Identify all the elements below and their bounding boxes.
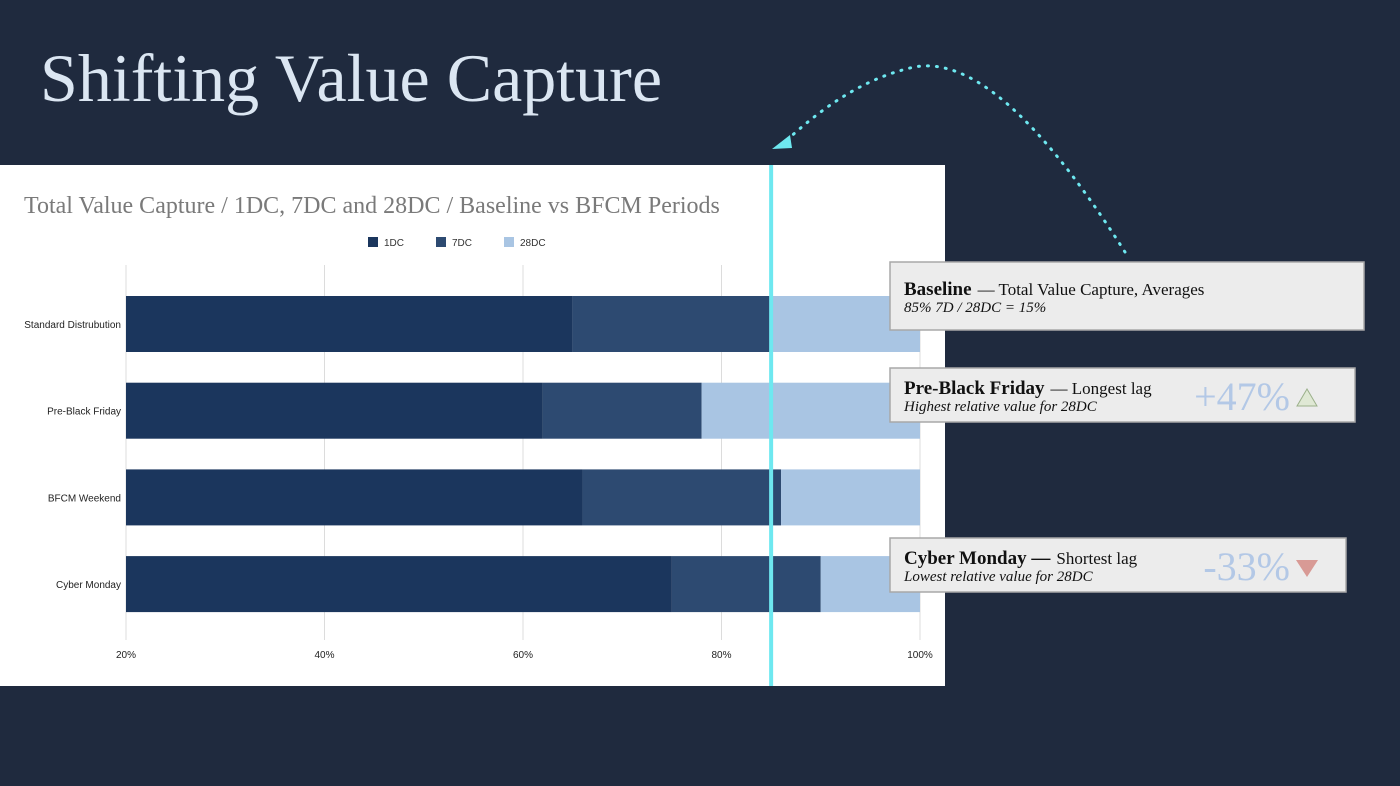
callout-heading: Baseline — Total Value Capture, Averages — [904, 279, 1204, 300]
legend-label: 7DC — [452, 238, 472, 249]
callout-heading: Cyber Monday — Shortest lag — [904, 548, 1138, 569]
bar-segment — [126, 382, 543, 439]
bar-segment — [582, 469, 782, 526]
callout-box — [889, 261, 1365, 331]
chart-title: Total Value Capture / 1DC, 7DC and 28DC … — [24, 193, 720, 219]
bar-segment — [126, 469, 583, 526]
y-tick-label: Standard Distrubution — [24, 320, 121, 331]
x-tick-label: 20% — [116, 650, 136, 661]
callout-subtitle: 85% 7D / 28DC = 15% — [904, 300, 1046, 316]
callout-subtitle: Highest relative value for 28DC — [903, 399, 1098, 415]
callout-change: -33% — [1203, 544, 1290, 589]
slide-title: Shifting Value Capture — [40, 40, 662, 116]
legend-label: 28DC — [520, 238, 546, 249]
callouts: Baseline — Total Value Capture, Averages8… — [889, 261, 1365, 593]
callout-box — [889, 367, 1356, 423]
legend-swatch — [436, 237, 446, 247]
bar-segment — [126, 296, 573, 352]
callout-text: — Total Value Capture, Averages — [977, 280, 1205, 299]
y-tick-label: Pre-Black Friday — [47, 407, 121, 418]
legend-swatch — [504, 237, 514, 247]
callout-heading: Pre-Black Friday — Longest lag — [904, 378, 1152, 399]
bar-segment — [781, 469, 920, 526]
down-triangle — [1296, 560, 1318, 577]
callout-text: — Longest lag — [1050, 379, 1153, 398]
legend-label: 1DC — [384, 238, 404, 249]
callout-change: +47% — [1194, 374, 1290, 419]
y-tick-label: BFCM Weekend — [48, 493, 121, 504]
legend-swatch — [368, 237, 378, 247]
callout-title: Cyber Monday — — [904, 548, 1051, 569]
callout-title: Pre-Black Friday — [904, 378, 1045, 399]
x-tick-label: 60% — [513, 650, 533, 661]
x-tick-label: 40% — [314, 650, 334, 661]
y-tick-label: Cyber Monday — [56, 580, 121, 591]
arrow-head — [772, 135, 792, 149]
x-tick-label: 80% — [711, 650, 731, 661]
bar-segment — [701, 382, 920, 439]
dotted-arrow — [785, 64, 1127, 254]
x-tick-label: 100% — [907, 650, 933, 661]
callout-box — [889, 537, 1347, 593]
plot: 20% 40% 60% 80% 100% 1DC 7DC 28DC Standard Distr… — [24, 237, 933, 661]
bar-segment — [126, 556, 672, 613]
bar-segment — [671, 556, 821, 613]
up-triangle — [1296, 388, 1318, 407]
callout-text: Shortest lag — [1056, 549, 1137, 568]
bar-segment — [572, 296, 772, 352]
callout-title: Baseline — [904, 279, 972, 300]
callout-subtitle: Lowest relative value for 28DC — [903, 569, 1094, 585]
bar-segment — [542, 382, 702, 439]
